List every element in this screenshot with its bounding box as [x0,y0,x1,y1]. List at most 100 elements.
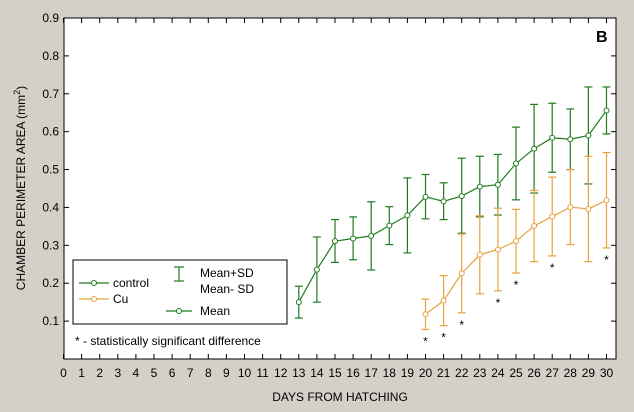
legend-mean-plus-sd: Mean+SD [200,266,254,280]
x-tick-label: 21 [437,366,451,380]
data-point [350,235,357,242]
data-point [476,251,483,258]
data-point [422,193,429,200]
data-point [440,198,447,205]
x-tick-label: 18 [383,366,397,380]
data-point [386,222,393,229]
x-tick-label: 30 [600,366,614,380]
data-point [585,132,592,139]
x-tick-label: 27 [546,366,560,380]
data-point [585,205,592,212]
data-point [603,107,610,114]
x-tick-label: 0 [60,366,67,380]
x-tick-label: 4 [133,366,140,380]
y-tick-label: 0.5 [42,163,59,177]
y-tick-label: 0.2 [42,276,59,290]
significance-star: * [514,278,519,292]
x-tick-label: 6 [169,366,176,380]
x-tick-label: 3 [114,366,121,380]
x-tick-label: 8 [205,366,212,380]
data-point [513,238,519,245]
legend-box [72,259,288,325]
data-point [458,270,465,277]
x-tick-label: 2 [96,366,103,380]
data-point [549,134,556,141]
data-point [494,181,501,188]
data-point [531,223,538,230]
x-tick-label: 25 [509,366,523,380]
data-point [295,299,302,306]
significance-star: * [604,253,609,267]
x-tick-label: 12 [274,366,288,380]
legend-mean-label: Mean [200,304,230,318]
y-axis-title-sup: 2 [12,90,22,95]
significance-star: * [459,318,464,332]
data-point [494,246,501,253]
y-tick-label: 0.3 [42,238,59,252]
series-layer [294,86,611,331]
x-tick-label: 16 [346,366,360,380]
x-tick-label: 15 [328,366,342,380]
series-cu [421,151,611,331]
x-tick-label: 1 [78,366,85,380]
significance-star: * [423,334,428,348]
data-point [549,213,556,220]
data-point [404,212,411,219]
panel-label: B [596,29,608,46]
data-point [513,160,519,167]
x-tick-label: 5 [151,366,158,380]
y-tick-label: 0.1 [42,314,59,328]
legend: control Cu Mean+SD Mean- SD Mean * - sta… [72,259,288,348]
significance-star: * [441,331,446,345]
significance-layer: * * * * * * * [423,253,609,348]
legend-control-label: control [113,276,149,290]
x-tick-label: 13 [292,366,306,380]
series-line [298,110,607,303]
x-axis: 0 1 2 3 4 5 6 7 8 9 10 11 12 13 14 15 16 17 18 19 20 21 22 23 24… [60,18,613,380]
data-point [368,232,375,239]
y-tick-label: 0.4 [42,200,59,214]
legend-cu-label: Cu [113,292,128,306]
legend-mean-marker [176,308,182,314]
x-tick-label: 23 [473,366,487,380]
significance-star: * [496,296,501,310]
x-tick-label: 14 [310,366,324,380]
significance-star: * [550,261,555,275]
x-tick-label: 20 [419,366,433,380]
x-tick-label: 28 [564,366,578,380]
x-tick-label: 24 [491,366,505,380]
data-point [567,136,574,143]
data-point [531,145,538,152]
y-axis-title: CHAMBER PERIMETER AREA (mm2) [12,86,28,290]
x-tick-label: 11 [256,366,269,380]
y-tick-label: 0.8 [42,49,59,63]
significance-note: * - statistically significant difference [75,334,261,348]
x-tick-label: 17 [365,366,379,380]
x-tick-label: 10 [238,366,252,380]
data-point [332,238,338,245]
data-point [440,297,447,304]
y-tick-label: 0.9 [42,11,59,25]
data-point [476,183,483,190]
legend-errorbar-icon [174,266,184,282]
x-tick-label: 9 [223,366,230,380]
series-control [294,86,611,319]
y-axis-title-end: ) [14,86,28,90]
x-tick-label: 29 [582,366,596,380]
legend-mean-minus-sd: Mean- SD [200,282,254,296]
y-tick-label: 0.7 [42,87,59,101]
data-point [458,193,465,200]
y-tick-label: 0.6 [42,125,59,139]
x-axis-title: DAYS FROM HATCHING [272,390,408,404]
y-axis-title-main: CHAMBER PERIMETER AREA (mm [14,95,28,290]
y-axis: 0.1 0.2 0.3 0.4 0.5 0.6 0.7 0.8 0.9 [42,11,616,328]
x-tick-label: 7 [187,366,194,380]
data-point [567,204,574,211]
data-point [313,266,320,273]
x-tick-label: 19 [401,366,415,380]
data-point [422,311,429,318]
data-point [603,197,610,204]
legend-control-marker [91,280,97,286]
x-tick-label: 22 [455,366,469,380]
